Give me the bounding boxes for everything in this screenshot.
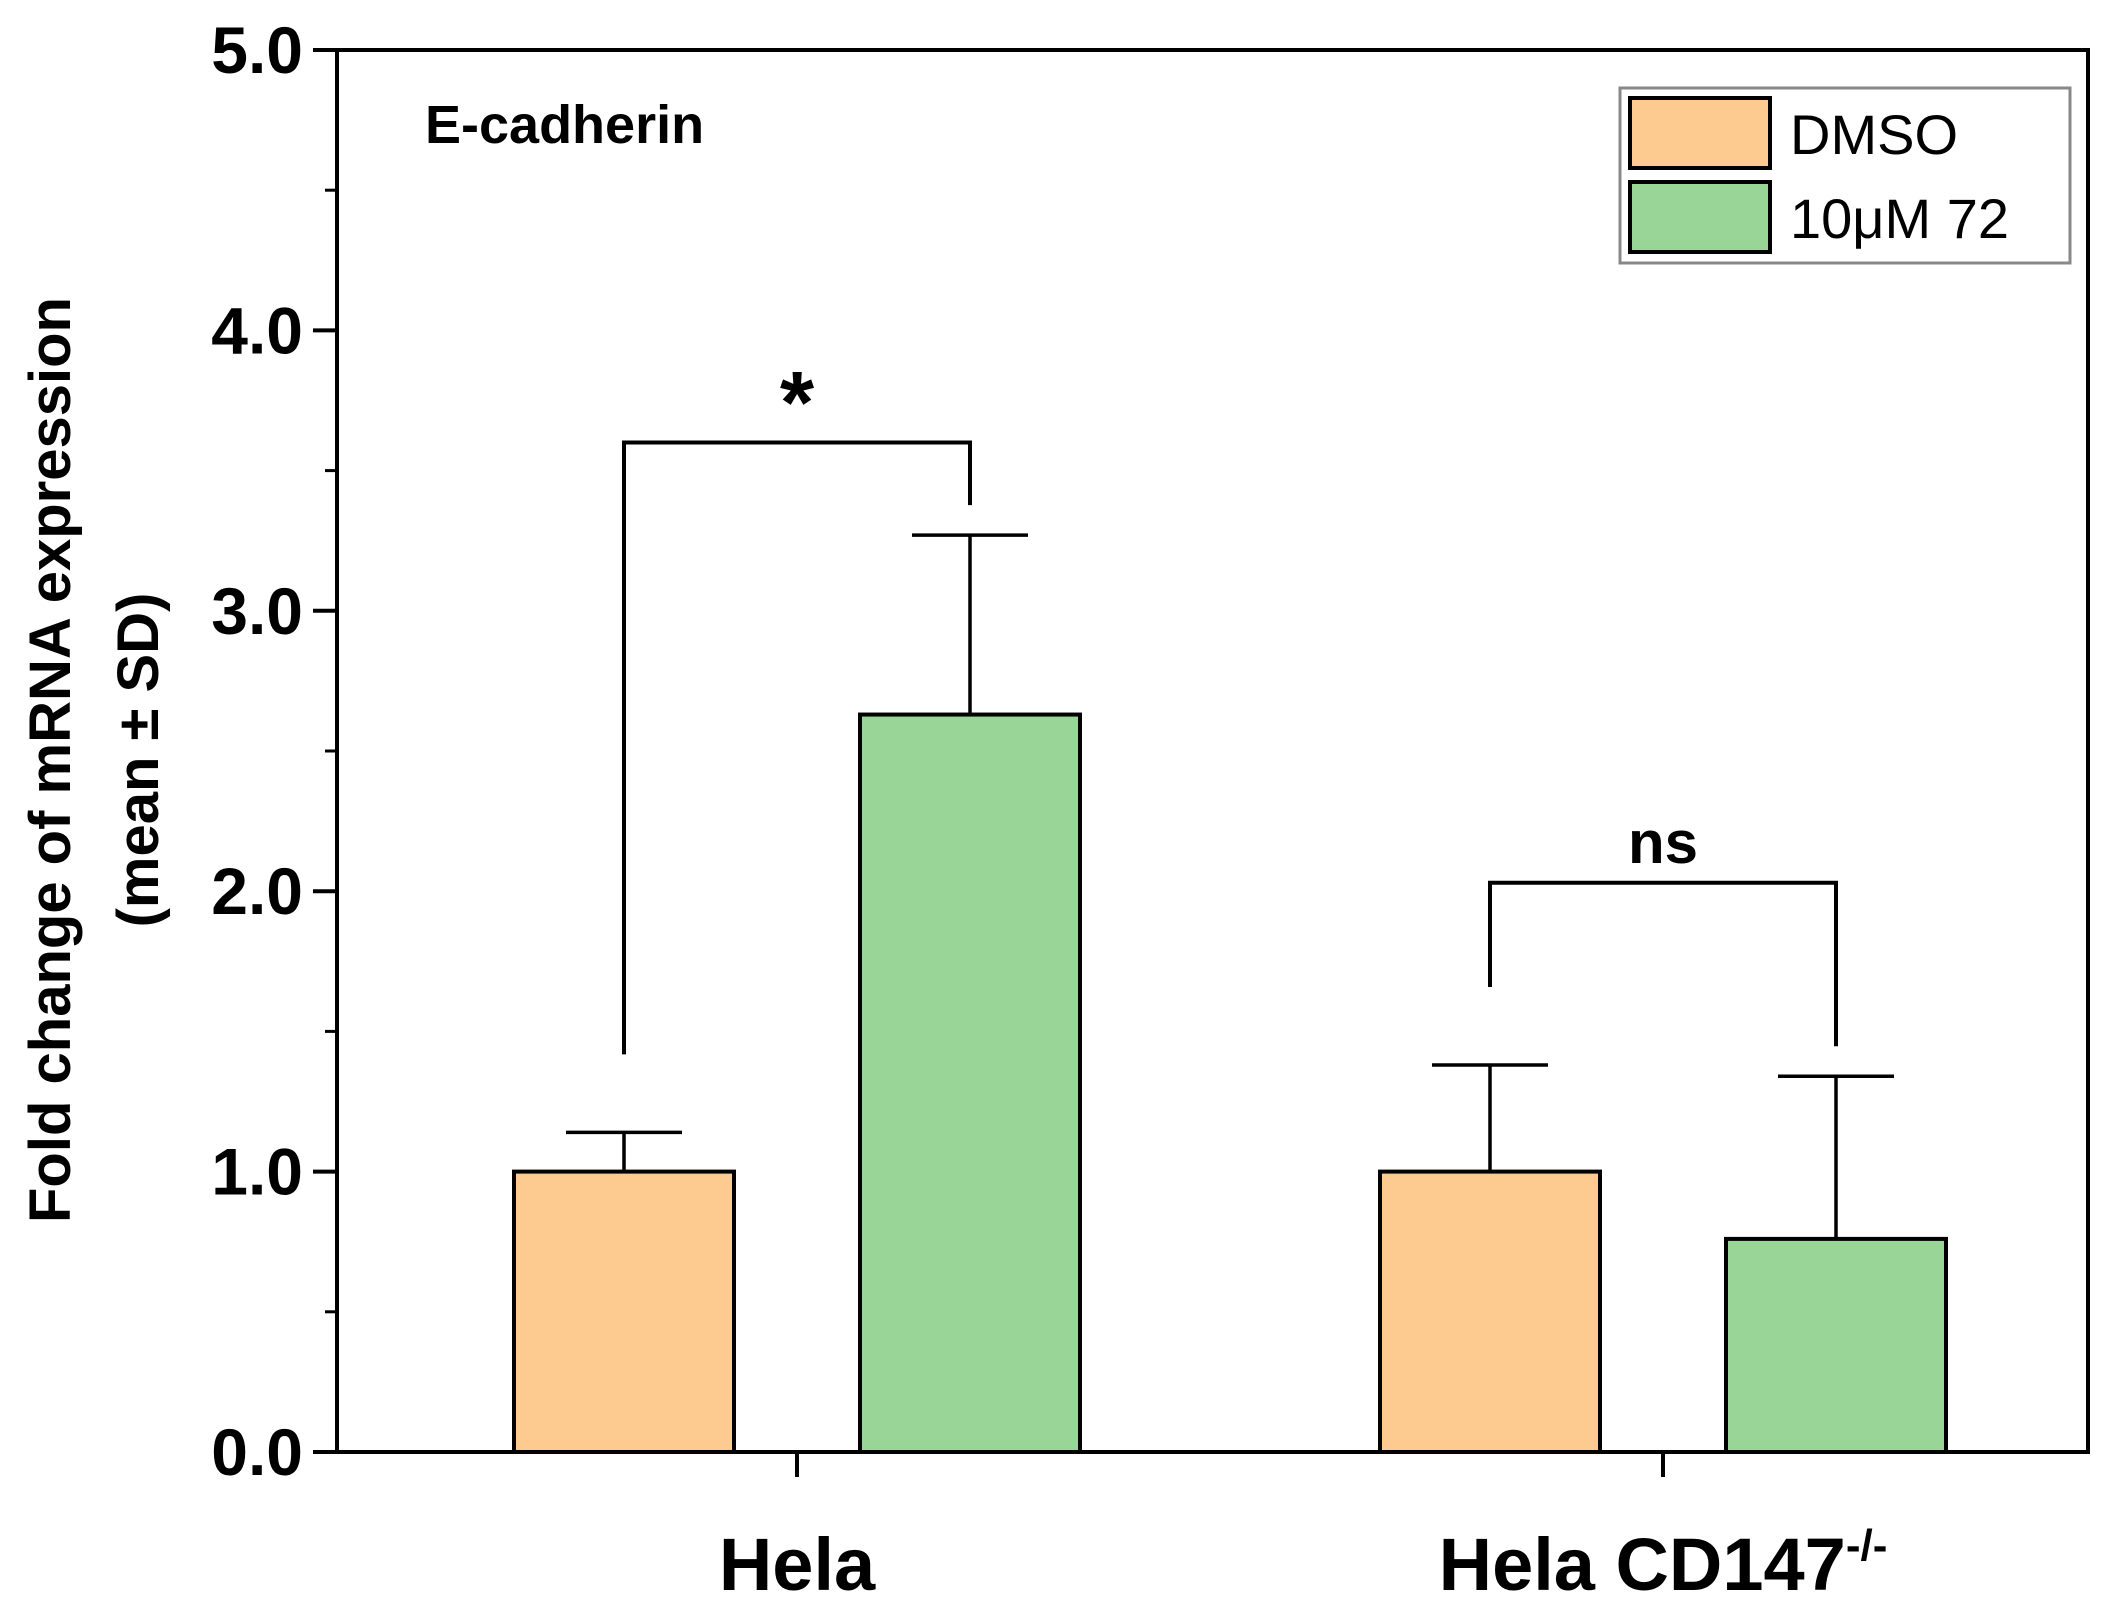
x-tick-label-0: Hela: [719, 1523, 876, 1606]
error-bars: [566, 533, 1894, 1239]
y-tick-label-2: 2.0: [211, 854, 303, 928]
y-tick-label-0: 0.0: [211, 1415, 303, 1489]
legend: DMSO 10μM 72: [1618, 86, 2072, 265]
legend-swatch-0: [1628, 96, 1772, 170]
x-tick-label-superscript: -/-: [1846, 1521, 1888, 1570]
bars: [512, 712, 1948, 1454]
significance-annotations: * ns: [622, 353, 1838, 1055]
significance-bracket-0: [622, 440, 972, 1055]
significance-bracket-1: [1488, 880, 1838, 1047]
y-axis-label: Fold change of mRNA expression (mean ± S…: [18, 297, 171, 1223]
significance-label-0: *: [780, 353, 815, 452]
y-tick-label-5: 5.0: [211, 13, 303, 87]
y-axis-label-line2: (mean ± SD): [106, 593, 171, 928]
legend-label-1: 10μM 72: [1790, 187, 2009, 250]
y-axis-label-line1: Fold change of mRNA expression: [18, 297, 83, 1223]
bar-DMSO-0: [512, 1169, 736, 1454]
legend-swatch-1: [1628, 180, 1772, 254]
legend-label-0: DMSO: [1790, 103, 1958, 166]
bar-10μM-72-1: [1724, 1236, 1948, 1454]
axes: 0.0 1.0 2.0 3.0 4.0 5.0 Hela Hela CD147-/-: [211, 13, 2090, 1606]
y-tick-label-1: 1.0: [211, 1135, 303, 1209]
significance-label-1: ns: [1628, 809, 1698, 876]
panel-title: E-cadherin: [425, 95, 704, 155]
x-tick-label-1: Hela CD147-/-: [1439, 1521, 1888, 1606]
bar-10μM-72-0: [858, 712, 1082, 1454]
y-tick-label-4: 4.0: [211, 293, 303, 367]
bar-DMSO-1: [1378, 1169, 1602, 1454]
y-tick-label-3: 3.0: [211, 574, 303, 648]
